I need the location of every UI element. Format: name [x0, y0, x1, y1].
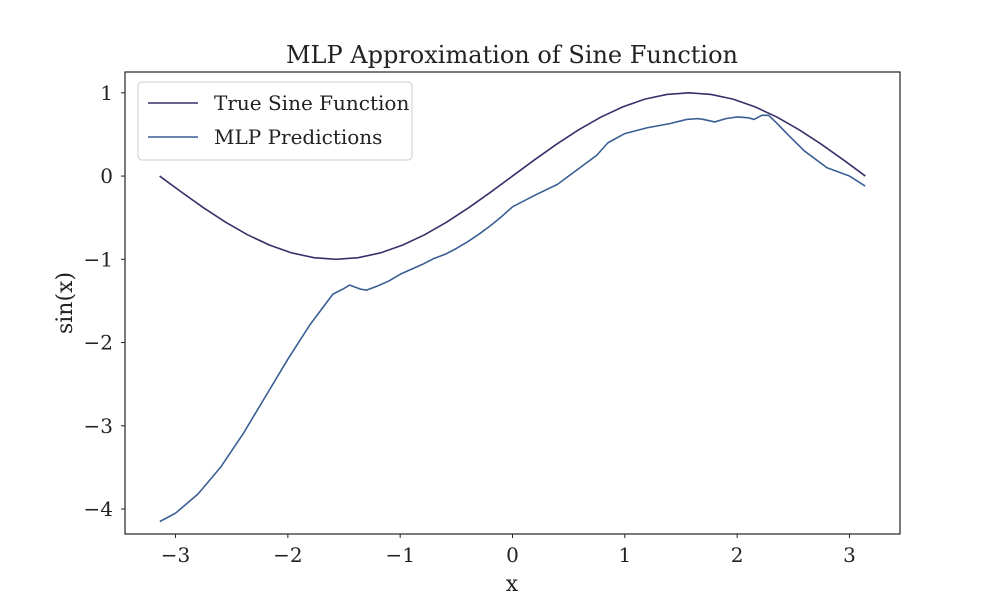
y-tick-label: −1: [84, 247, 113, 271]
series-line-mlp-predictions: [159, 114, 866, 523]
legend-label-mlp-predictions: MLP Predictions: [214, 125, 382, 149]
x-axis: −3 −2 −1 0 1 2 3: [161, 534, 856, 567]
x-tick-label: 3: [843, 543, 856, 567]
x-tick-label: −3: [161, 543, 190, 567]
y-axis: 1 0 −1 −2 −3 −4: [84, 81, 125, 521]
x-tick-label: −2: [273, 543, 302, 567]
legend-label-true-sine: True Sine Function: [214, 91, 409, 115]
series-layer: [159, 92, 866, 523]
y-tick-label: 1: [100, 81, 113, 105]
x-axis-label: x: [506, 572, 519, 597]
y-tick-label: −4: [84, 497, 113, 521]
chart-title: MLP Approximation of Sine Function: [286, 41, 738, 69]
legend-box: [137, 81, 413, 161]
y-tick-label: −3: [84, 414, 113, 438]
y-tick-label: 0: [100, 164, 113, 188]
legend: True Sine Function MLP Predictions: [137, 81, 413, 161]
x-tick-label: −1: [385, 543, 414, 567]
x-tick-label: 2: [731, 543, 744, 567]
x-tick-label: 1: [618, 543, 631, 567]
x-tick-label: 0: [506, 543, 519, 567]
series-line-true-sine: [159, 92, 866, 261]
y-axis-label: sin(x): [53, 272, 78, 334]
y-tick-label: −2: [84, 331, 113, 355]
